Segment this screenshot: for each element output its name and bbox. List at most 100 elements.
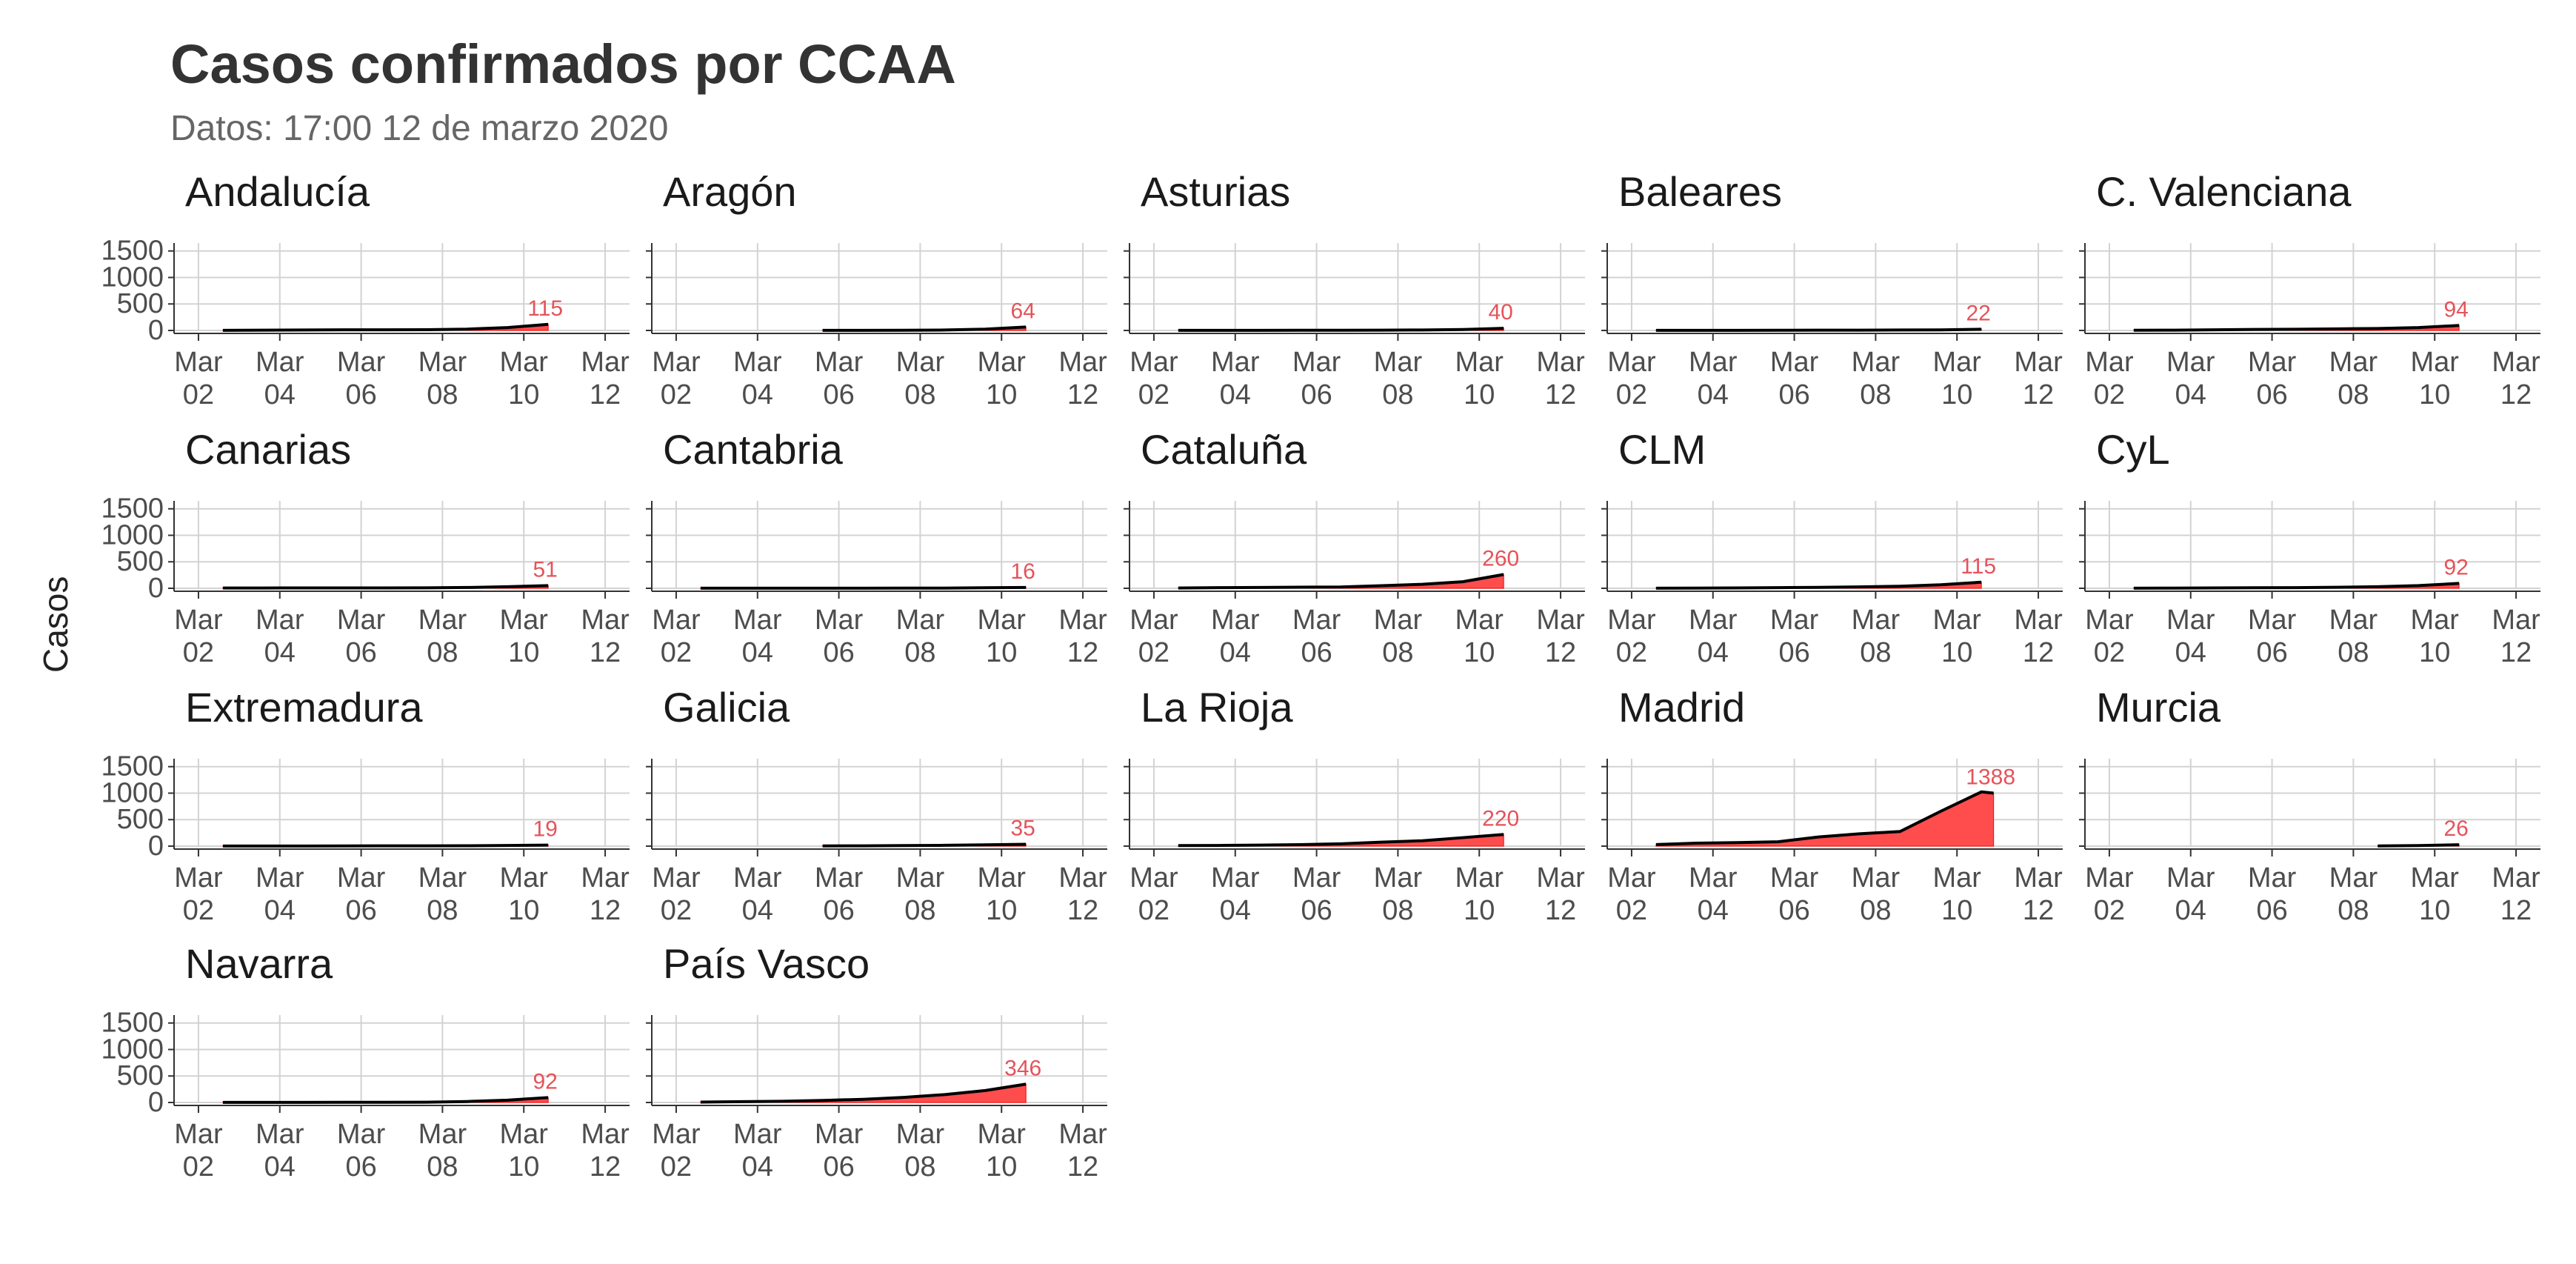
x-tick-label: Mar 12 (1058, 605, 1107, 668)
x-tick-label: Mar 04 (1211, 605, 1260, 668)
x-tick-label: Mar 08 (418, 862, 467, 926)
x-tick-label: Mar 10 (978, 1119, 1027, 1182)
facet-title: CyL (2096, 426, 2170, 473)
facet-panel: Cataluña 260 Mar 02 Mar 04 Mar 06 Mar 08 Mar 10 Mar 1… (1124, 426, 1585, 668)
x-tick-label: Mar 04 (733, 605, 782, 668)
y-tick-label: 1500 (101, 236, 164, 267)
x-tick-label: Mar 04 (2166, 605, 2215, 668)
value-label: 64 (1010, 299, 1035, 323)
x-tick-label: Mar 08 (418, 347, 467, 410)
x-tick-label: Mar 02 (2085, 347, 2134, 410)
x-tick-label: Mar 08 (1852, 862, 1901, 926)
value-label: 115 (527, 296, 563, 321)
x-tick-label: Mar 04 (256, 862, 304, 926)
value-label: 260 (1482, 546, 1519, 571)
facet-title: Murcia (2096, 684, 2221, 731)
x-tick-label: Mar 10 (500, 347, 549, 410)
series-line (1655, 327, 1982, 332)
series-line (1178, 833, 1504, 848)
x-tick-label: Mar 06 (1292, 862, 1341, 926)
facet-title: Cantabria (663, 426, 844, 473)
x-tick-label: Mar 10 (978, 862, 1027, 926)
value-label: 346 (1004, 1056, 1041, 1080)
facet-title: Asturias (1141, 168, 1290, 215)
x-tick-label: Mar 06 (1770, 862, 1819, 926)
x-tick-label: Mar 10 (500, 862, 549, 926)
series-line (1655, 790, 1994, 846)
x-tick-label: Mar 10 (1933, 347, 1982, 410)
x-tick-label: Mar 12 (1058, 862, 1107, 926)
x-tick-label: Mar 02 (174, 347, 223, 410)
facet-panel: Murcia 26 Mar 02 Mar 04 Mar 06 Mar 08 Mar 10 Mar 12 (2079, 684, 2540, 926)
x-tick-label: Mar 02 (2085, 605, 2134, 668)
facet-title: Baleares (1618, 168, 1782, 215)
facet-panel: CyL 92 Mar 02 Mar 04 Mar 06 Mar 08 Mar 10 Mar 12 (2079, 426, 2540, 668)
x-tick-label: Mar 10 (2411, 347, 2460, 410)
series-line (222, 584, 549, 590)
x-tick-label: Mar 12 (1058, 347, 1107, 410)
x-tick-label: Mar 06 (815, 347, 864, 410)
y-tick-label: 1000 (101, 519, 164, 550)
x-tick-label: Mar 04 (1211, 862, 1260, 926)
y-tick-label: 1000 (101, 777, 164, 808)
x-tick-label: Mar 04 (733, 862, 782, 926)
x-tick-label: Mar 02 (1607, 862, 1656, 926)
value-label: 115 (1961, 554, 1996, 579)
x-tick-label: Mar 04 (733, 1119, 782, 1182)
x-tick-label: Mar 10 (500, 1119, 549, 1182)
facet-title: Extremadura (185, 684, 423, 731)
chart-subtitle: Datos: 17:00 12 de marzo 2020 (170, 109, 669, 148)
x-tick-label: Mar 08 (1852, 605, 1901, 668)
x-tick-label: Mar 06 (2248, 862, 2297, 926)
x-tick-label: Mar 10 (2411, 605, 2460, 668)
x-tick-label: Mar 04 (1211, 347, 1260, 410)
x-tick-label: Mar 10 (1933, 605, 1982, 668)
x-tick-label: Mar 06 (815, 1119, 864, 1182)
x-tick-label: Mar 04 (256, 605, 304, 668)
x-tick-label: Mar 06 (2248, 347, 2297, 410)
x-tick-label: Mar 02 (2085, 862, 2134, 926)
series-line (1178, 327, 1504, 332)
facet-panel: Galicia 35 Mar 02 Mar 04 Mar 06 Mar 08 Mar 10 Mar 12 (646, 684, 1107, 926)
x-tick-label: Mar 08 (1374, 605, 1423, 668)
facet-panel: C. Valenciana 94 Mar 02 Mar 04 Mar 06 Mar 08 Mar 10… (2079, 168, 2540, 410)
x-tick-label: Mar 10 (2411, 862, 2460, 926)
x-tick-label: Mar 08 (2329, 605, 2378, 668)
y-tick-label: 0 (148, 1087, 164, 1118)
value-label: 19 (533, 817, 557, 842)
x-tick-label: Mar 08 (1374, 347, 1423, 410)
x-tick-label: Mar 10 (500, 605, 549, 668)
x-tick-label: Mar 12 (2492, 862, 2540, 926)
x-tick-label: Mar 04 (256, 347, 304, 410)
facet-panel: Asturias 40 Mar 02 Mar 04 Mar 06 Mar 08 Mar 10 Mar 12 (1124, 168, 1585, 410)
x-tick-label: Mar 12 (1536, 605, 1585, 668)
x-tick-label: Mar 06 (1770, 605, 1819, 668)
y-tick-label: 1000 (101, 262, 164, 293)
x-tick-label: Mar 08 (418, 1119, 467, 1182)
x-tick-label: Mar 02 (652, 347, 701, 410)
x-tick-label: Mar 06 (1292, 605, 1341, 668)
facet-title: Galicia (663, 684, 790, 731)
value-label: 40 (1488, 300, 1512, 325)
series-line (2378, 843, 2460, 848)
value-label: 1388 (1966, 765, 2015, 789)
x-tick-label: Mar 12 (2014, 862, 2063, 926)
x-tick-label: Mar 06 (337, 1119, 386, 1182)
facet-panel: Cantabria 16 Mar 02 Mar 04 Mar 06 Mar 08 Mar 10 Mar 1… (646, 426, 1107, 668)
x-tick-label: Mar 10 (1455, 605, 1504, 668)
y-tick-label: 500 (117, 1060, 164, 1091)
x-tick-label: Mar 12 (581, 605, 630, 668)
x-tick-label: Mar 02 (1129, 347, 1178, 410)
y-tick-label: 1500 (101, 751, 164, 782)
series-line (2133, 324, 2460, 332)
x-tick-label: Mar 06 (815, 862, 864, 926)
value-label: 16 (1010, 559, 1035, 584)
value-label: 220 (1482, 806, 1519, 831)
series-line (222, 1096, 549, 1104)
facet-title: Canarias (185, 426, 351, 473)
value-label: 35 (1010, 816, 1035, 840)
y-tick-label: 500 (117, 804, 164, 835)
x-tick-label: Mar 08 (1852, 347, 1901, 410)
value-label: 94 (2443, 297, 2468, 322)
